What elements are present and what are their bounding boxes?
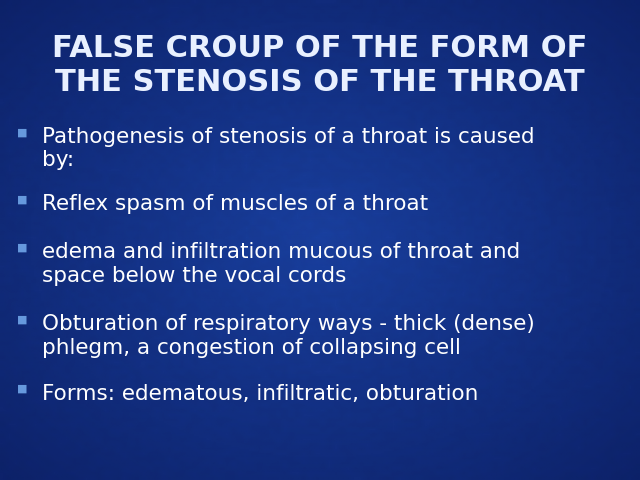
- Text: ■: ■: [17, 194, 28, 204]
- Text: ■: ■: [17, 127, 28, 137]
- Text: Forms: edematous, infiltratic, obturation: Forms: edematous, infiltratic, obturatio…: [42, 384, 478, 404]
- Text: ■: ■: [17, 242, 28, 252]
- Text: ■: ■: [17, 314, 28, 324]
- Text: ■: ■: [17, 384, 28, 394]
- Text: edema and infiltration mucous of throat and
space below the vocal cords: edema and infiltration mucous of throat …: [42, 242, 520, 286]
- Text: Reflex spasm of muscles of a throat: Reflex spasm of muscles of a throat: [42, 194, 428, 215]
- Text: Obturation of respiratory ways - thick (dense)
phlegm, a congestion of collapsin: Obturation of respiratory ways - thick (…: [42, 314, 534, 358]
- Text: Pathogenesis of stenosis of a throat is caused
by:: Pathogenesis of stenosis of a throat is …: [42, 127, 534, 170]
- Text: FALSE CROUP OF THE FORM OF
THE STENOSIS OF THE THROAT: FALSE CROUP OF THE FORM OF THE STENOSIS …: [52, 34, 588, 97]
